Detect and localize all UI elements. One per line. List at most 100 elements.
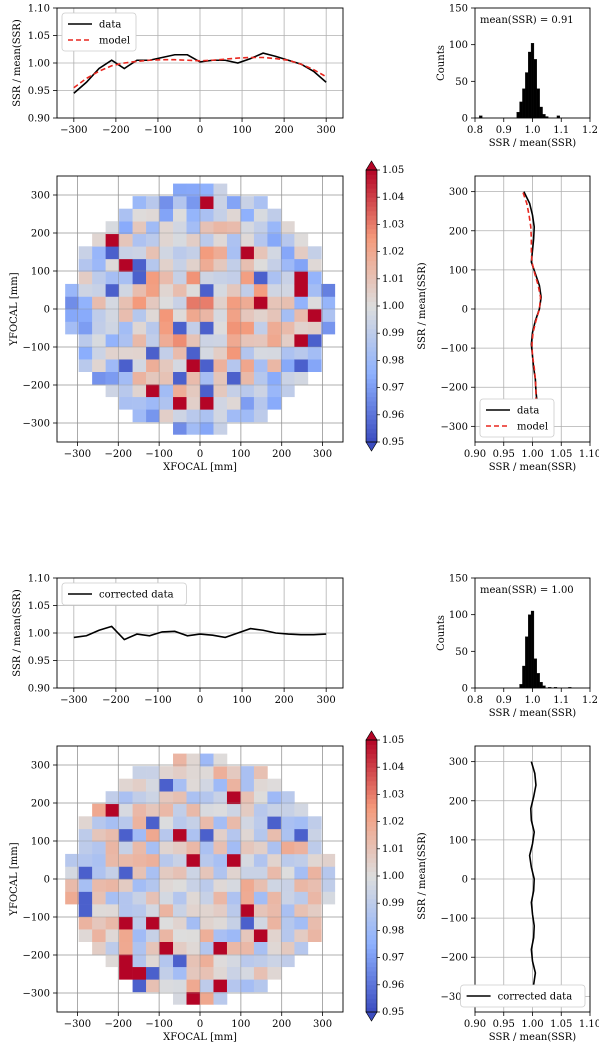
bottom-map-cell [132,929,147,942]
bottom-map-ytick-label: −200 [23,951,50,962]
top-map-cell [159,233,174,247]
top-map-cell [213,321,228,335]
bottom-map-cell [105,954,120,968]
bottom-map-cell [146,816,160,830]
top-map-cell [226,258,241,272]
bottom-map-cell [213,766,228,779]
bottom-map-cell [186,816,201,830]
bottom-map-cell [186,891,201,905]
top-map-cell [173,334,187,347]
top-hist-xlabel: SSR / mean(SSR) [489,138,577,149]
top-map-cell [173,196,187,209]
top-map-colorbar-segment [366,355,377,361]
top-map-colorbar-segment [366,423,377,429]
top-map-cell [78,321,93,335]
top-map-colorbar-tick-label: 1.05 [382,165,404,176]
bottom-map-colorbar-segment [366,944,377,949]
top-map-cell [294,359,309,372]
bottom-map-colorbar-segment [366,771,377,777]
bottom-map-cell [240,778,255,792]
top-map-ytick-label: 300 [31,191,50,202]
top-map-cell [200,233,214,247]
bottom-map-cell [92,904,106,917]
bottom-map-cell [213,828,228,842]
bottom-map-cell [213,954,228,968]
bottom-profile-ytick-label: 1.00 [28,629,50,640]
top-map-cell [78,346,93,360]
bottom-map-cell [213,929,228,942]
bottom-map-cell [226,828,241,842]
top-map-ytick-label: 200 [31,229,50,240]
bottom-map-cell [280,879,295,892]
top-map-xtick-label: 300 [313,449,332,460]
top-map-cell [226,233,241,247]
top-map-cell [267,296,282,310]
bottom-map-cell [159,966,174,980]
bottom-map-cell [226,879,241,892]
bottom-map-colorbar-segment [366,862,377,868]
top-map-cell [294,334,309,347]
top-map-cell [146,283,160,297]
top-map-cell [78,258,93,272]
top-map-cell [240,196,255,209]
bottom-map-cell [132,778,147,792]
top-map-cell [267,221,282,235]
bottom-yprofile-xtick-label: 1.00 [521,1019,543,1030]
top-profile-ytick-label: 0.95 [28,86,50,97]
bottom-map-colorbar-segment [366,889,377,895]
bottom-map-cell [321,879,336,892]
top-map-cell [280,359,295,372]
top-map-colorbar-segment [366,251,377,257]
bottom-map-cell [226,916,241,930]
bottom-map-cell [159,816,174,830]
top-map-cell [159,221,174,235]
top-map-cell [92,233,106,247]
bottom-map-cell [253,853,268,867]
bottom-map-cell [78,866,93,880]
top-map-cell [280,371,295,385]
bottom-map-cell [132,954,147,968]
bottom-map-colorbar-tick-label: 0.98 [382,925,404,936]
top-map-cell [226,296,241,310]
bottom-map-colorbar-segment [366,948,377,954]
top-map-cell [213,258,228,272]
top-map-cell [132,384,147,398]
top-map-cell [78,283,93,297]
top-hist-bar [539,106,543,119]
top-map-cell [132,321,147,335]
top-profile-frame [56,7,344,119]
top-hist-xtick-label: 0.8 [467,125,483,136]
top-map-cell [253,258,268,272]
top-map-cell [159,321,174,335]
top-map-cell [267,208,282,222]
bottom-map-cell [253,891,268,905]
bottom-map-cell [240,979,255,993]
top-map-cell [200,396,214,410]
bottom-map-colorbar-tick-label: 1.03 [382,789,404,800]
bottom-map-colorbar-segment [366,876,377,881]
bottom-map-cell [186,766,201,779]
bottom-yprofile-legend-box [460,984,586,1008]
bottom-map-cell [186,866,201,880]
top-map-cell [213,233,228,247]
top-map-cell [146,196,160,209]
top-map-cell [78,246,93,260]
top-map-cell [186,346,201,360]
top-map-cell [253,283,268,297]
bottom-map-cell [253,866,268,880]
bottom-profile-series-0-line [73,625,327,641]
top-map-cell [119,359,133,372]
bottom-map-cell [240,966,255,980]
bottom-hist-xtick-label: 0.9 [496,695,512,706]
bottom-map-cell [105,816,120,830]
top-map-colorbar-tick-label: 0.97 [382,383,404,394]
bottom-hist-ytick-label: 0 [462,684,468,695]
bottom-map-cell [119,891,133,905]
top-map-cell [119,271,133,285]
bottom-yprofile-ytick-label: −300 [441,992,468,1003]
top-map-cell [92,258,106,272]
top-map-cell [132,371,147,385]
bottom-map-colorbar-segment [366,1007,377,1013]
bottom-map-cell [226,841,241,855]
bottom-map-cell [267,879,282,892]
